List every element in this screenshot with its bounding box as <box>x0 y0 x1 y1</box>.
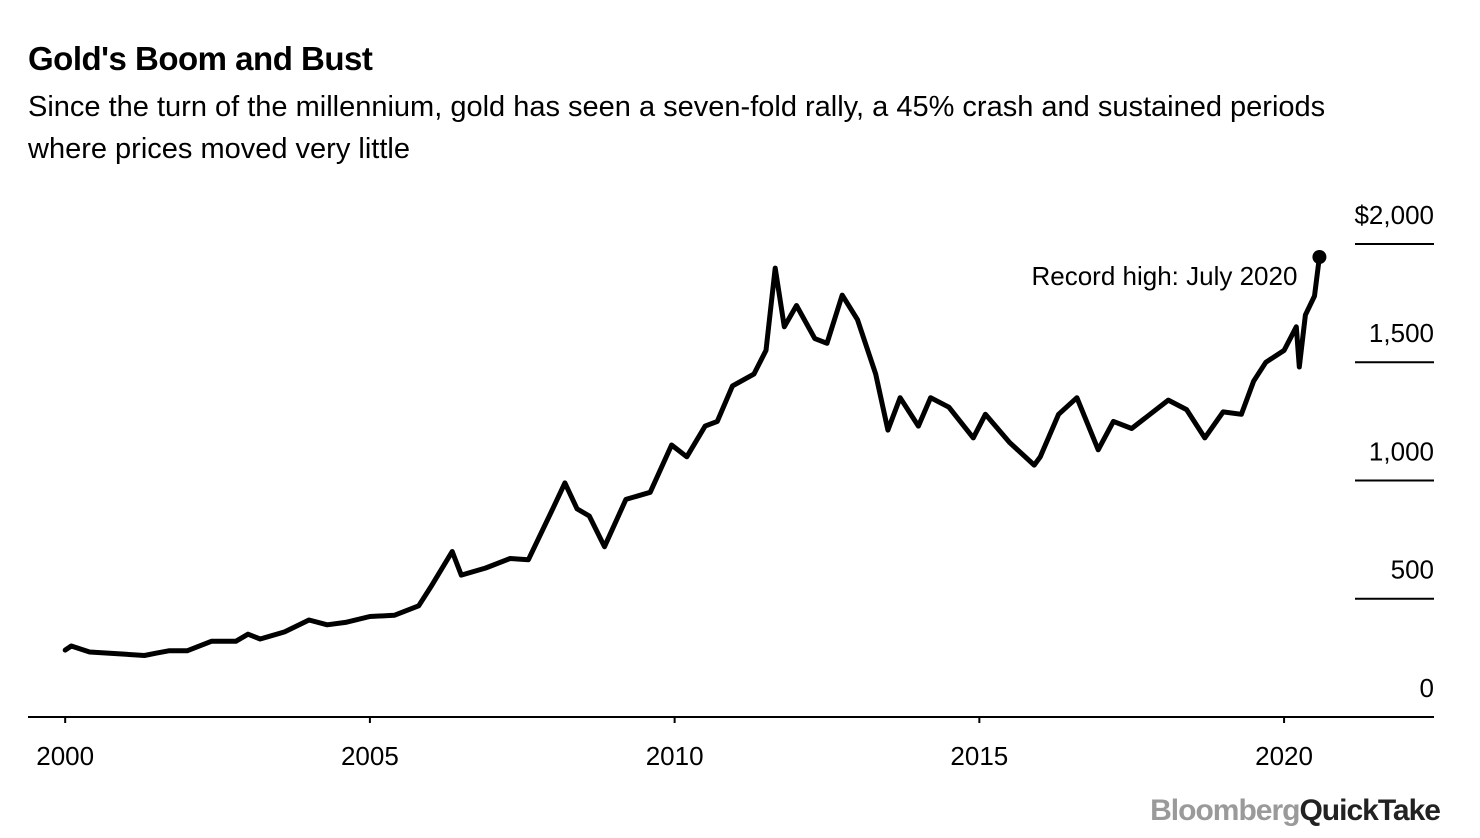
price-line <box>62 254 1322 658</box>
x-tick-label: 2015 <box>950 741 1008 771</box>
chart-subtitle: Since the turn of the millennium, gold h… <box>28 91 1326 165</box>
x-tick-label: 2000 <box>36 741 94 771</box>
y-tick-label: 500 <box>1391 555 1434 585</box>
record-high-marker <box>1312 250 1327 265</box>
y-tick-label: 1,000 <box>1369 436 1434 466</box>
annotation: Record high: July 2020 <box>1031 261 1297 291</box>
x-tick-label: 2005 <box>341 741 399 771</box>
y-tick-label: 0 <box>1420 673 1434 703</box>
logo-part: Bloomberg <box>1150 794 1300 827</box>
y-tick-label: $2,000 <box>1354 200 1434 230</box>
x-tick-label: 2010 <box>646 741 704 771</box>
logo-part: QuickTake <box>1299 794 1441 827</box>
chart-title: Gold's Boom and Bust <box>28 40 373 77</box>
x-tick-label: 2020 <box>1255 741 1313 771</box>
y-tick-label: 1,500 <box>1369 318 1434 348</box>
logo: BloombergQuickTake <box>1150 794 1441 828</box>
